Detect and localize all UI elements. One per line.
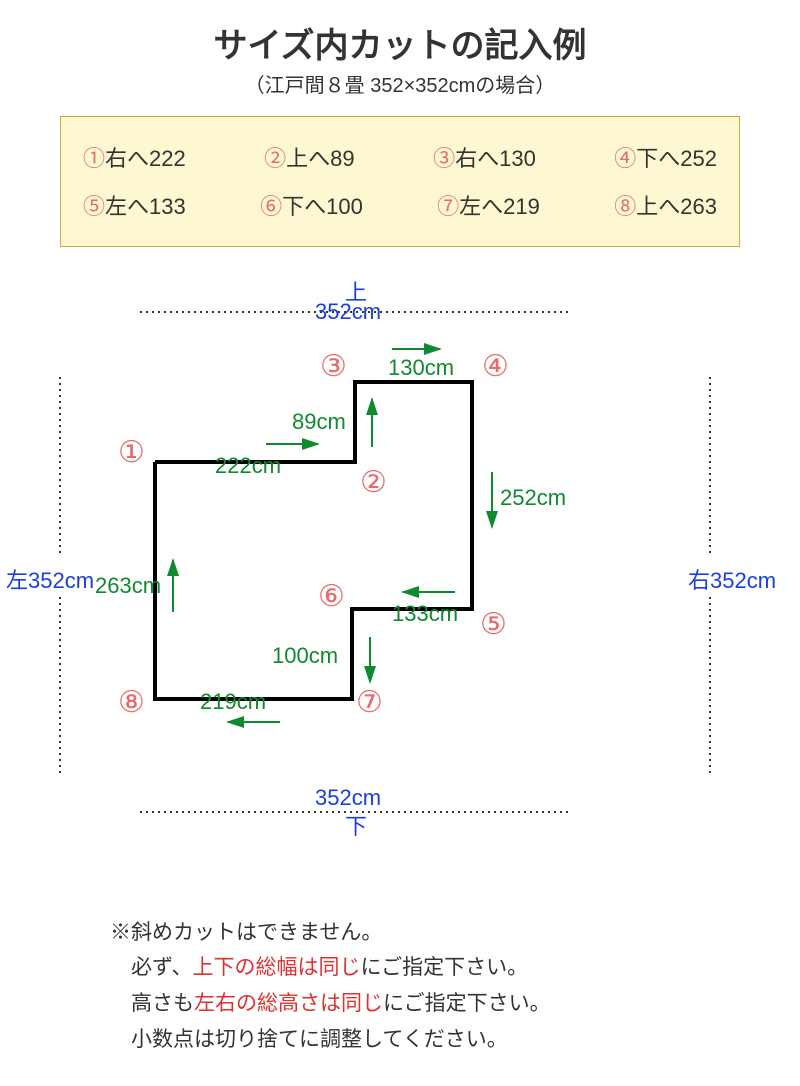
footer-line-1: ※斜めカットはできません。 (110, 915, 690, 951)
legend-box: ①右へ222 ②上へ89 ③右へ130 ④下へ252 ⑤左へ133 ⑥下へ100… (60, 116, 740, 247)
legend-text: 右へ130 (455, 146, 536, 171)
outer-right-label: 右352cm (688, 563, 776, 595)
legend-num: ⑤ (83, 194, 105, 219)
footer-notes: ※斜めカットはできません。 必ず、上下の総幅は同じにご指定下さい。 高さも左右の… (110, 915, 690, 1058)
footer-line-4: 小数点は切り捨てに調整してください。 (110, 1022, 690, 1058)
footer-line-3: 高さも左右の総高さは同じにご指定下さい。 (110, 986, 690, 1022)
edge-8-label: 263cm (95, 573, 161, 599)
footer-line-2: 必ず、上下の総幅は同じにご指定下さい。 (110, 950, 690, 986)
legend-text: 下へ100 (282, 194, 363, 219)
edge-1-label: 222cm (215, 453, 281, 479)
node-6: ⑥ (318, 579, 345, 614)
outer-left-label: 左352cm (6, 563, 94, 595)
node-3: ③ (320, 349, 347, 384)
edge-3-label: 130cm (388, 355, 454, 381)
footer-text: にご指定下さい。 (361, 956, 529, 979)
node-8: ⑧ (118, 685, 145, 720)
legend-row-2: ⑤左へ133 ⑥下へ100 ⑦左へ219 ⑧上へ263 (83, 183, 717, 231)
footer-text: にご指定下さい。 (383, 992, 551, 1015)
legend-num: ⑥ (260, 194, 282, 219)
outer-bottom-dim: 352cm (315, 785, 381, 811)
node-7: ⑦ (356, 685, 383, 720)
footer-text: 高さも (110, 992, 194, 1015)
footer-text: 必ず、 (110, 956, 193, 979)
legend-num: ⑦ (437, 194, 459, 219)
page-title: サイズ内カットの記入例 (0, 18, 800, 67)
edge-2-label: 89cm (292, 409, 346, 435)
node-5: ⑤ (480, 607, 507, 642)
node-4: ④ (482, 349, 509, 384)
footer-emph: 上下の総幅は同じ (193, 956, 361, 979)
page-subtitle: （江戸間８畳 352×352cmの場合） (0, 69, 800, 98)
legend-text: 上へ263 (636, 194, 717, 219)
legend-num: ② (264, 146, 286, 171)
edge-7-label: 219cm (200, 689, 266, 715)
legend-text: 右へ222 (105, 146, 186, 171)
edge-4-label: 252cm (500, 485, 566, 511)
legend-text: 左へ133 (105, 194, 186, 219)
cut-diagram: 上 352cm 352cm 下 左352cm 右352cm ① ② ③ ④ ⑤ … (0, 257, 800, 907)
legend-text: 左へ219 (459, 194, 540, 219)
edge-6-label: 100cm (272, 643, 338, 669)
edge-5-label: 133cm (392, 601, 458, 627)
legend-num: ⑧ (614, 194, 636, 219)
legend-num: ③ (433, 146, 455, 171)
node-2: ② (360, 465, 387, 500)
legend-row-1: ①右へ222 ②上へ89 ③右へ130 ④下へ252 (83, 135, 717, 183)
legend-num: ① (83, 146, 105, 171)
legend-text: 下へ252 (636, 146, 717, 171)
legend-num: ④ (614, 146, 636, 171)
outer-top-dim: 352cm (315, 299, 381, 325)
outer-bottom-label: 下 (345, 809, 367, 841)
footer-emph: 左右の総高さは同じ (194, 992, 383, 1015)
legend-text: 上へ89 (286, 146, 354, 171)
node-1: ① (118, 435, 145, 470)
